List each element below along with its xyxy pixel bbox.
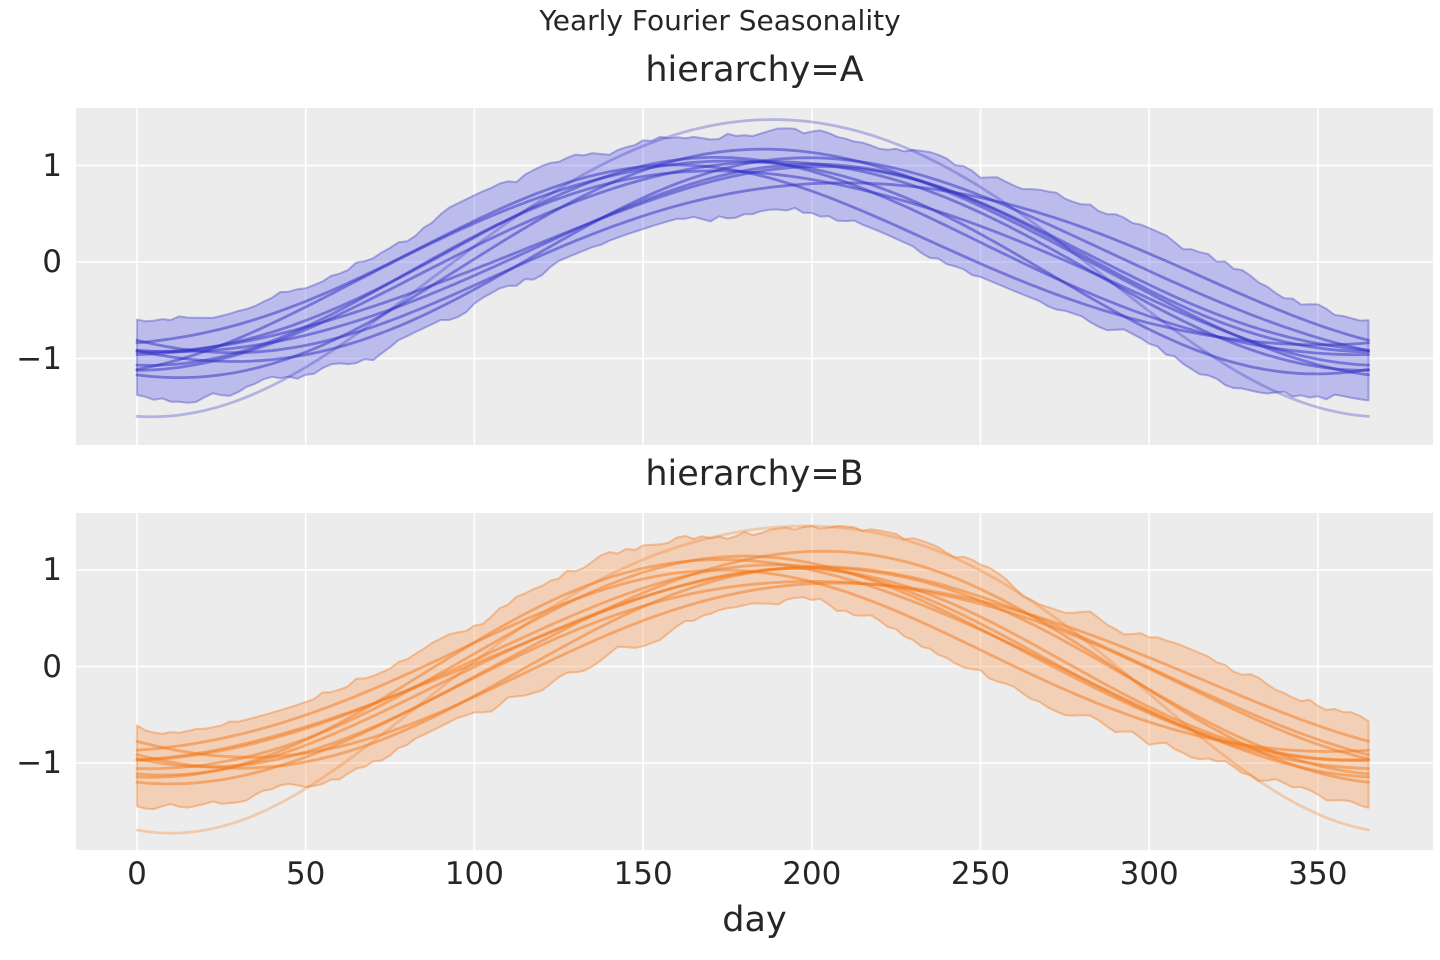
x-axis-label: day xyxy=(722,900,787,940)
panel-plot-layer xyxy=(135,524,1370,835)
posterior-curve xyxy=(135,580,1370,769)
y-tick-label: 1 xyxy=(42,552,62,588)
x-tick-label: 0 xyxy=(127,856,147,892)
figure-title: Yearly Fourier Seasonality xyxy=(539,4,901,37)
uncertainty-band xyxy=(136,524,1370,811)
posterior-curve xyxy=(135,163,1370,347)
y-tick-label: −1 xyxy=(16,745,62,781)
posterior-curve xyxy=(135,581,1370,759)
y-tick-label: 0 xyxy=(42,244,62,280)
uncertainty-band xyxy=(136,127,1370,404)
panel-plot-layer xyxy=(135,118,1370,419)
x-tick-label: 350 xyxy=(1288,856,1348,892)
x-tick-label: 150 xyxy=(613,856,673,892)
panel-background xyxy=(76,108,1433,445)
outlier-curve xyxy=(135,118,1370,419)
posterior-curve xyxy=(135,160,1370,372)
x-tick-label: 200 xyxy=(782,856,842,892)
outlier-curve xyxy=(135,524,1370,835)
x-tick-label: 50 xyxy=(285,856,326,892)
posterior-curve xyxy=(135,164,1370,354)
x-tick-label: 100 xyxy=(444,856,504,892)
posterior-curve xyxy=(135,162,1370,354)
posterior-curve xyxy=(135,181,1370,355)
x-tick-label: 300 xyxy=(1119,856,1179,892)
posterior-curve xyxy=(135,554,1370,771)
y-tick-label: −1 xyxy=(16,340,62,377)
y-tick-label: 0 xyxy=(42,648,62,685)
posterior-curve xyxy=(135,156,1370,356)
panel-b-title: hierarchy=B xyxy=(645,454,864,494)
x-tick-label: 250 xyxy=(950,856,1011,892)
posterior-curve xyxy=(135,566,1370,777)
panel-a-title: hierarchy=A xyxy=(645,50,864,90)
y-tick-label: 1 xyxy=(42,147,62,184)
